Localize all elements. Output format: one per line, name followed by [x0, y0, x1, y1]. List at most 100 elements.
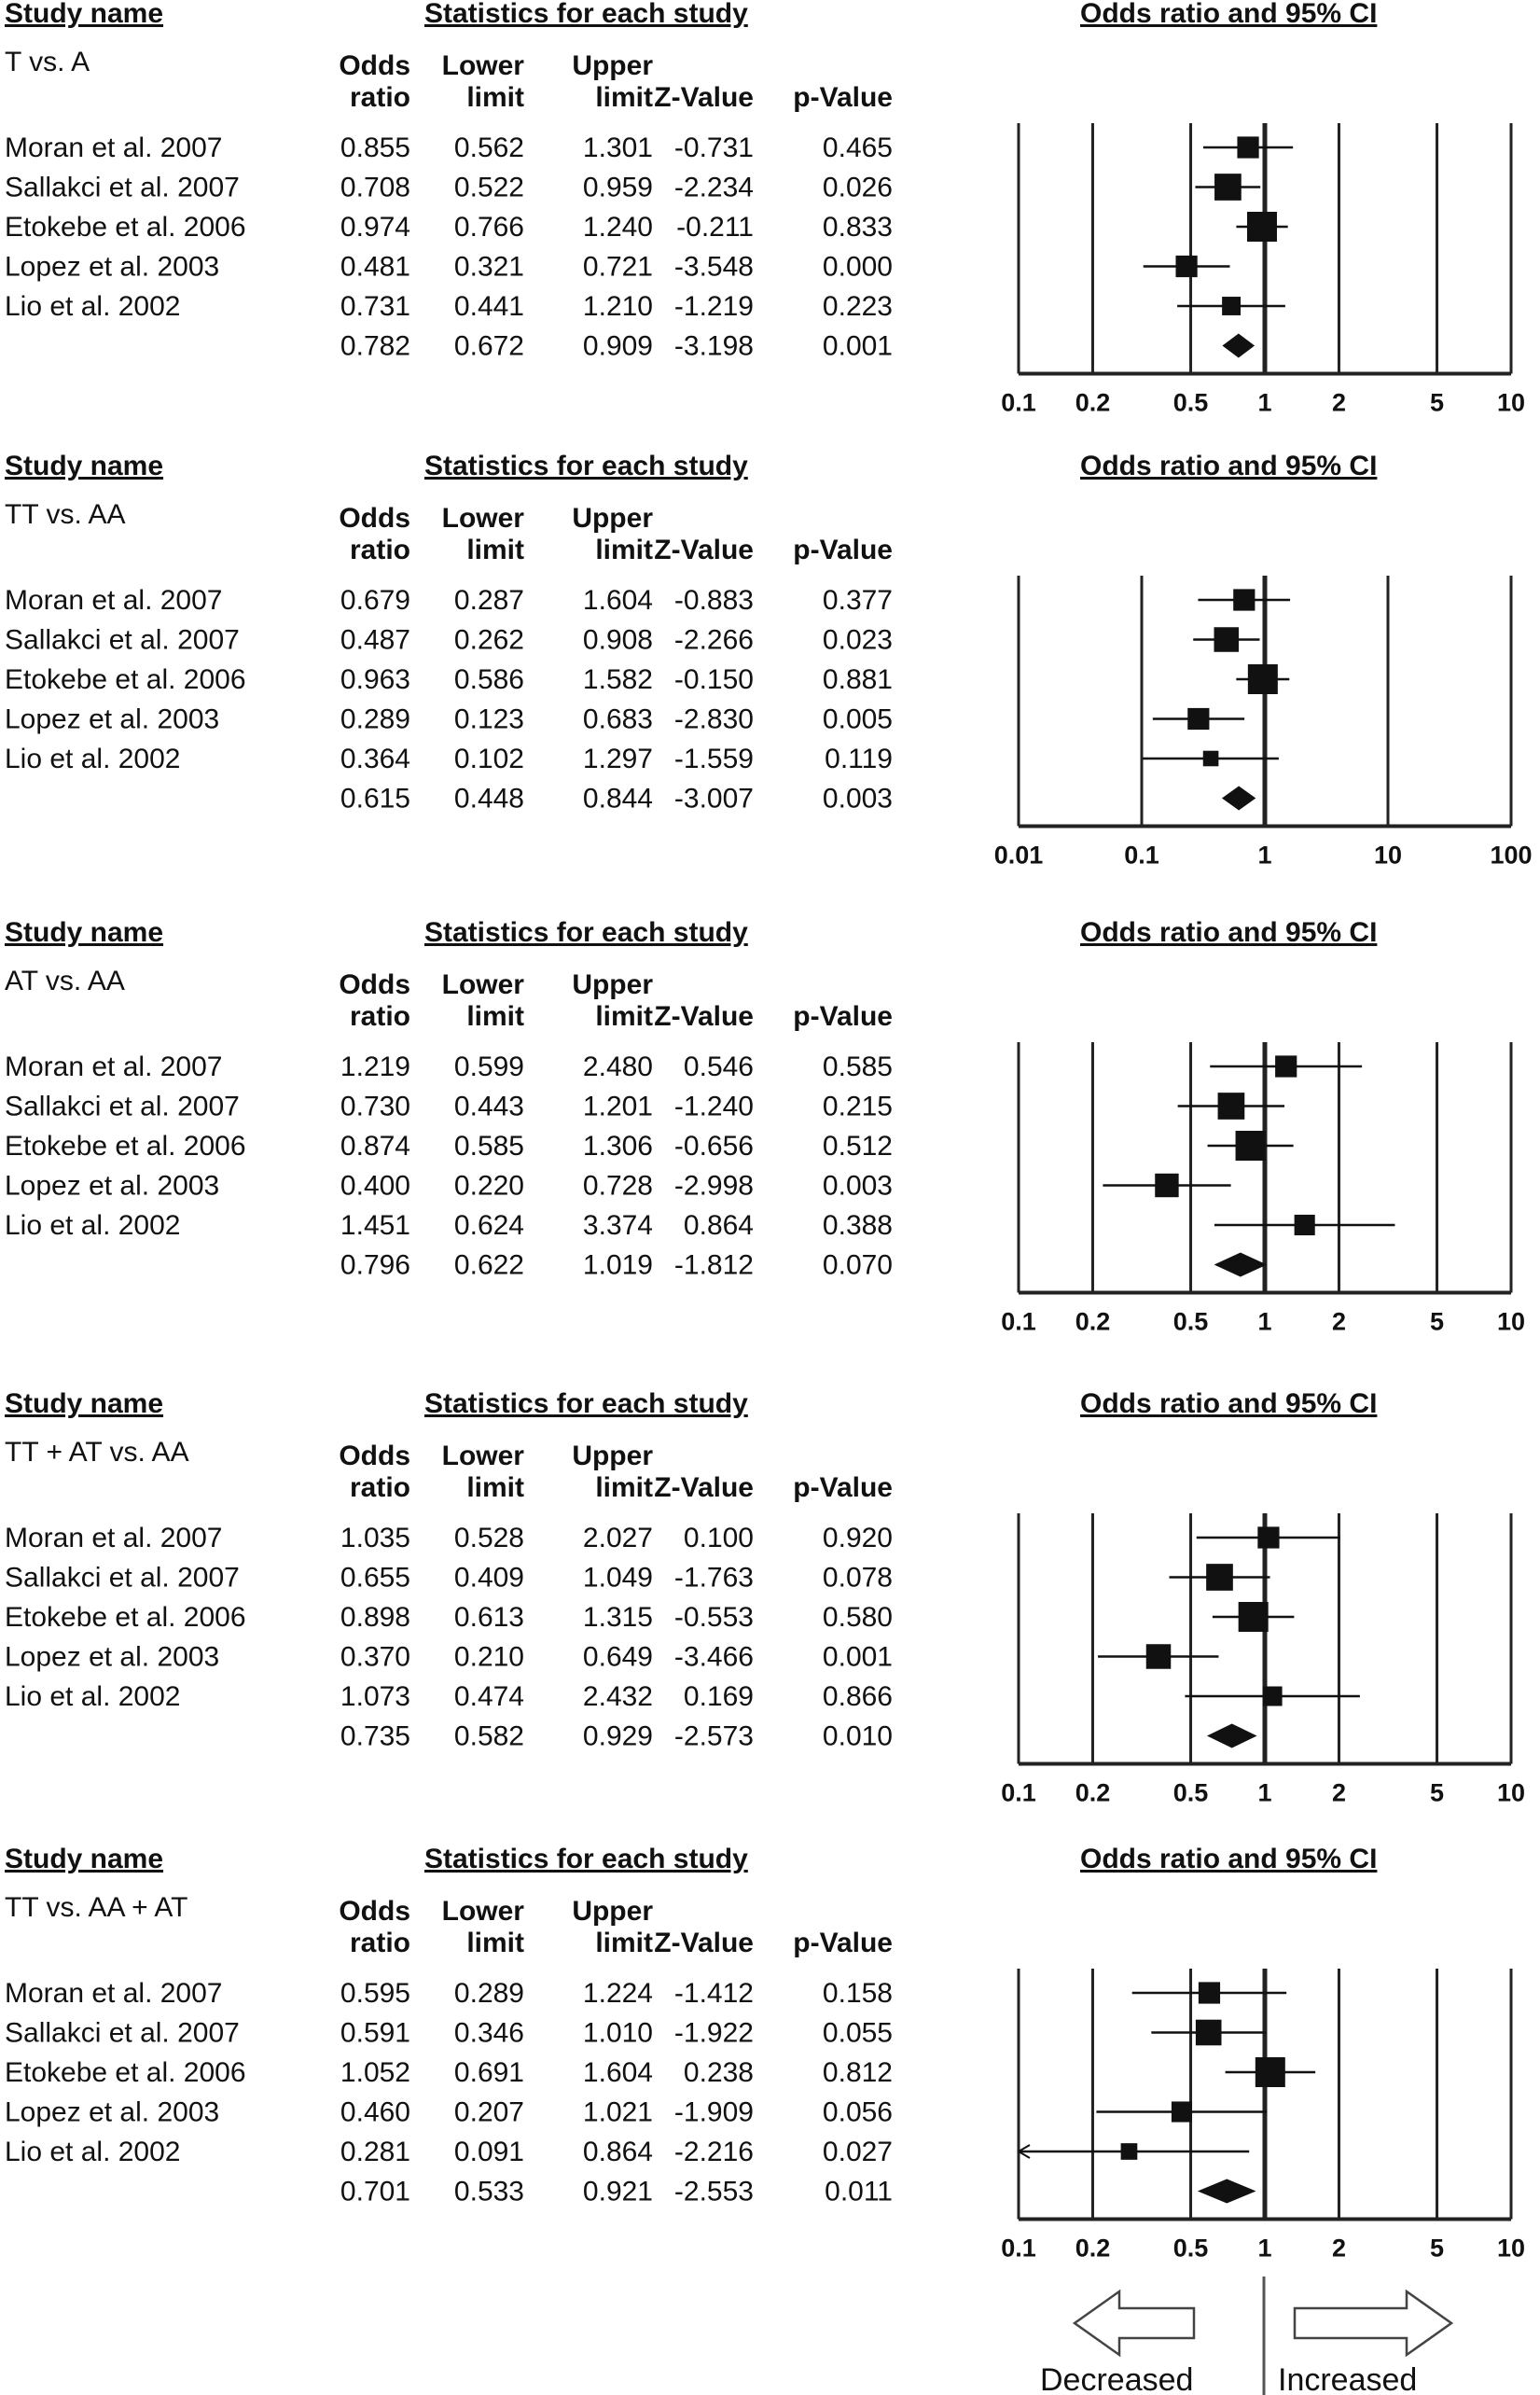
x-tick-label: 0.2	[1075, 1308, 1111, 1336]
study-stat-cell: 0.580	[823, 1602, 893, 1633]
study-stat-cell: 1.301	[583, 132, 653, 163]
study-stat-cell: 0.078	[823, 1563, 893, 1594]
x-tick-label: 0.1	[1001, 389, 1036, 417]
column-header-line2: Z-Value	[654, 535, 754, 565]
comparison-label: TT vs. AA + AT	[5, 1892, 187, 1923]
comparison-label: TT + AT vs. AA	[5, 1437, 189, 1468]
comparison-label: T vs. A	[5, 47, 90, 77]
x-tick-label: 10	[1497, 1779, 1525, 1807]
study-stat-cell: 0.908	[583, 625, 653, 656]
forest-panel: Study name Statistics for each study Odds …	[5, 1388, 1525, 1807]
study-name-header: Study name	[5, 1388, 163, 1419]
column-header-line2: p-Value	[793, 1472, 893, 1503]
study-stat-cell: 0.005	[823, 704, 893, 735]
x-tick-label: 2	[1332, 1779, 1346, 1807]
study-stat-cell: 0.000	[823, 252, 893, 283]
study-stat-cell: 0.474	[454, 1681, 524, 1712]
x-tick-label: 0.1	[1001, 2235, 1036, 2263]
study-stat-cell: 0.321	[454, 252, 524, 283]
study-stat-cell: 0.102	[454, 744, 524, 774]
study-stat-cell: 1.224	[583, 1978, 653, 2009]
x-tick-label: 2	[1332, 2235, 1346, 2263]
pooled-stat-cell: 0.921	[583, 2177, 653, 2207]
study-stat-cell: -2.830	[674, 704, 754, 735]
study-stat-cell: 0.056	[823, 2097, 893, 2128]
pooled-stat-cell: 0.070	[823, 1250, 893, 1281]
pooled-stat-cell: 0.929	[583, 1721, 653, 1752]
study-stat-cell: 1.210	[583, 291, 653, 322]
pooled-estimate-diamond	[1206, 1723, 1257, 1748]
column-header-line1: Lower	[442, 503, 525, 534]
column-header-line1: Odds	[339, 1896, 410, 1927]
study-stat-cell: 0.220	[454, 1171, 524, 1202]
study-stat-cell: 0.441	[454, 291, 524, 322]
plot-title: Odds ratio and 95% CI	[1080, 917, 1377, 948]
column-header-line1: Upper	[572, 1441, 653, 1471]
study-name: Lio et al. 2002	[5, 1210, 180, 1241]
study-stat-cell: 0.624	[454, 1210, 524, 1241]
pooled-stat-cell: -3.007	[674, 784, 754, 815]
study-stat-cell: 0.812	[823, 2057, 893, 2088]
study-name: Sallakci et al. 2007	[5, 2018, 240, 2049]
column-header-line2: ratio	[350, 1928, 410, 1958]
study-point-square	[1155, 1173, 1179, 1198]
study-stat-cell: -0.731	[674, 132, 754, 163]
study-stat-cell: 1.010	[583, 2018, 653, 2049]
study-stat-cell: -1.909	[674, 2097, 754, 2128]
study-stat-cell: -1.922	[674, 2018, 754, 2049]
study-stat-cell: 0.100	[684, 1523, 754, 1553]
study-point-square	[1238, 1602, 1269, 1632]
column-header-line2: Z-Value	[654, 1472, 754, 1503]
study-point-square	[1247, 664, 1278, 694]
study-name-header: Study name	[5, 1844, 163, 1874]
study-name: Moran et al. 2007	[5, 1978, 222, 2009]
study-stat-cell: 0.287	[454, 585, 524, 616]
x-tick-label: 1	[1257, 2235, 1271, 2263]
study-stat-cell: 0.238	[684, 2057, 754, 2088]
study-point-square	[1233, 589, 1256, 611]
study-name-header: Study name	[5, 451, 163, 481]
column-header-line2: limit	[595, 535, 653, 565]
decreased-arrow-icon	[1072, 2289, 1196, 2358]
study-stat-cell: -2.234	[674, 173, 754, 203]
study-stat-cell: 1.021	[583, 2097, 653, 2128]
study-point-square	[1145, 1644, 1172, 1669]
study-stat-cell: 1.052	[340, 2057, 410, 2088]
x-tick-label: 0.1	[1001, 1779, 1036, 1807]
study-stat-cell: 0.649	[583, 1642, 653, 1673]
pooled-stat-cell: 0.909	[583, 331, 653, 362]
pooled-stat-cell: -1.812	[674, 1250, 754, 1281]
column-header-line2: Z-Value	[654, 1001, 754, 1032]
pooled-estimate-diamond	[1221, 786, 1256, 811]
study-name: Lio et al. 2002	[5, 744, 180, 774]
statistics-header: Statistics for each study	[424, 917, 748, 948]
study-stat-cell: 0.364	[340, 744, 410, 774]
column-header-line1: Odds	[339, 50, 410, 81]
study-point-square	[1187, 707, 1210, 731]
study-stat-cell: 0.262	[454, 625, 524, 656]
x-tick-label: 0.1	[1001, 1308, 1036, 1336]
plot-title: Odds ratio and 95% CI	[1080, 1844, 1377, 1874]
statistics-header: Statistics for each study	[424, 1388, 748, 1419]
study-stat-cell: -1.763	[674, 1563, 754, 1594]
pooled-stat-cell: -2.553	[674, 2177, 754, 2207]
study-stat-cell: -2.216	[674, 2137, 754, 2167]
study-stat-cell: 1.240	[583, 212, 653, 243]
plot-title: Odds ratio and 95% CI	[1080, 0, 1377, 29]
study-stat-cell: 0.210	[454, 1642, 524, 1673]
column-header-line2: limit	[466, 1472, 524, 1503]
column-header-line1: Odds	[339, 503, 410, 534]
column-header-line2: Z-Value	[654, 82, 754, 113]
study-stat-cell: 1.451	[340, 1210, 410, 1241]
study-stat-cell: 1.297	[583, 744, 653, 774]
study-stat-cell: 0.169	[684, 1681, 754, 1712]
study-stat-cell: -0.656	[674, 1131, 754, 1162]
study-stat-cell: 0.920	[823, 1523, 893, 1553]
study-stat-cell: 2.027	[583, 1523, 653, 1553]
study-stat-cell: 0.721	[583, 252, 653, 283]
column-header-line2: ratio	[350, 1001, 410, 1032]
study-point-square	[1206, 1564, 1233, 1591]
study-name: Etokebe et al. 2006	[5, 212, 246, 243]
study-stat-cell: 1.306	[583, 1131, 653, 1162]
pooled-stat-cell: 0.448	[454, 784, 524, 815]
